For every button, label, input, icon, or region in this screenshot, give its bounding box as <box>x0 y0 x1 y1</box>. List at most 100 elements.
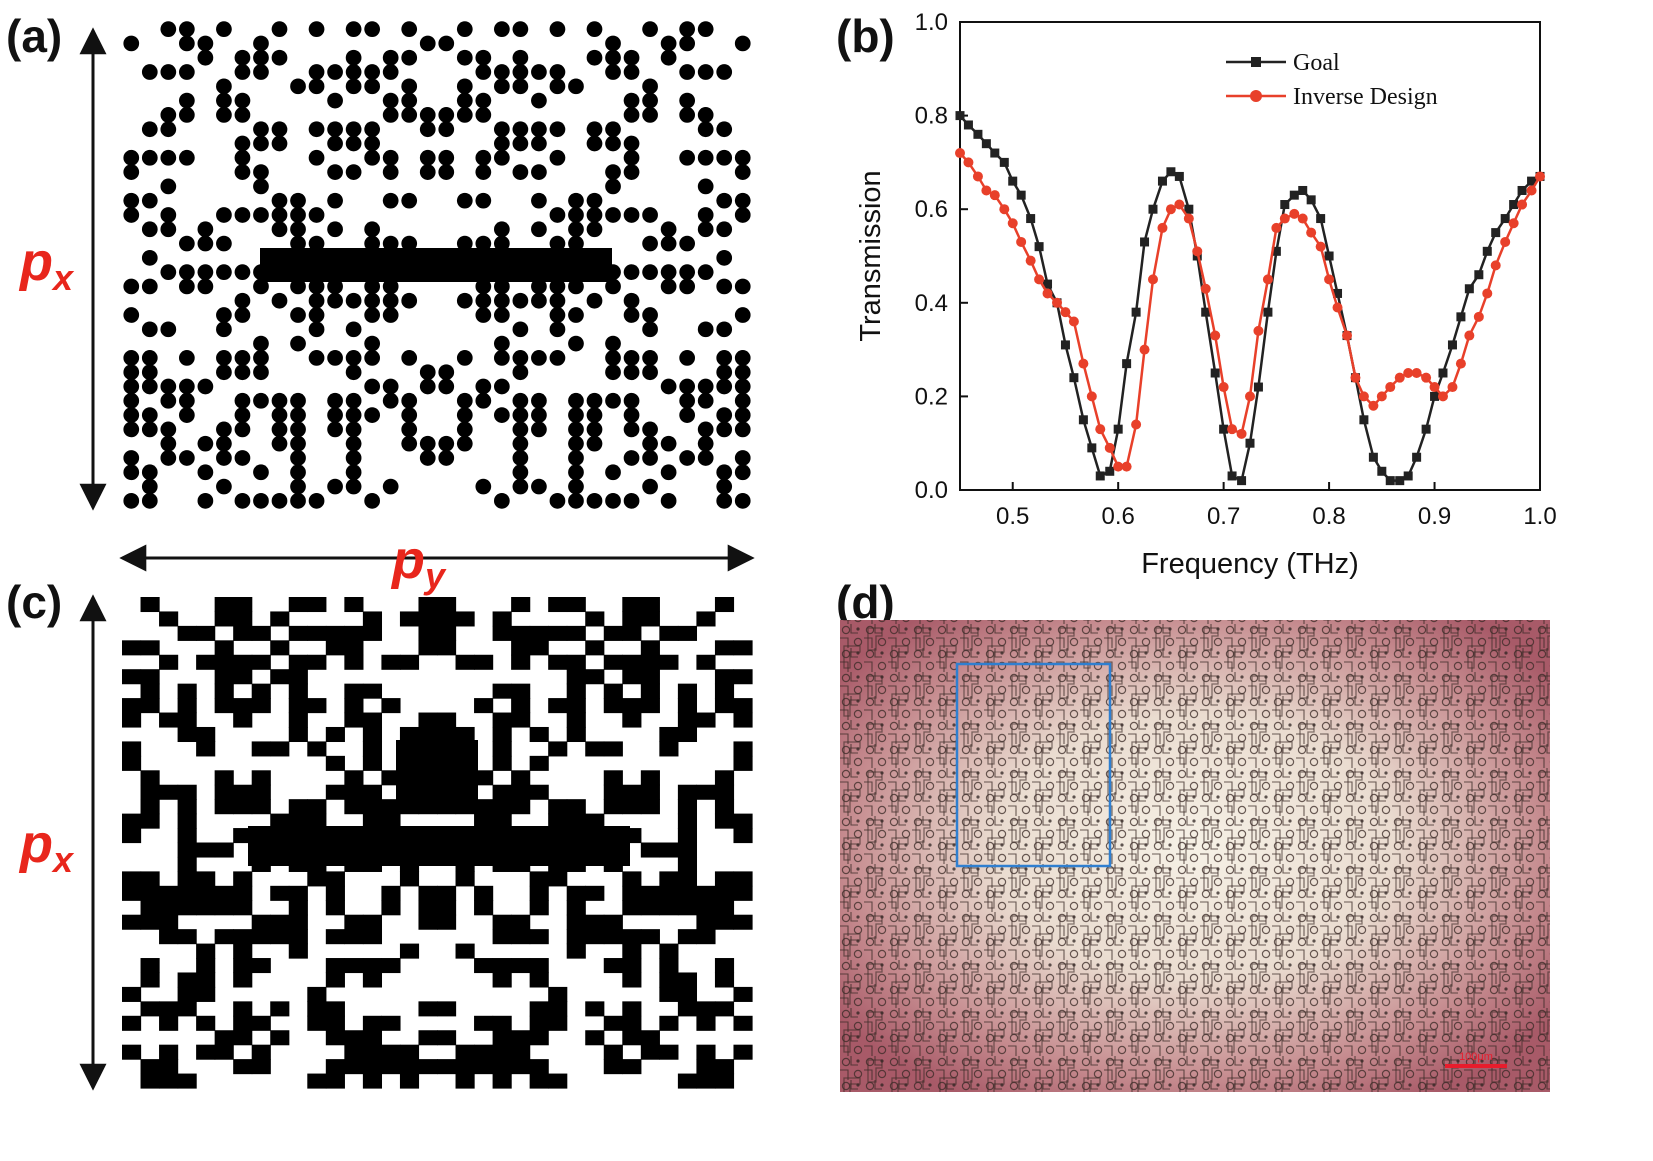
px-label-a: px <box>18 232 75 298</box>
data-point <box>1509 200 1519 210</box>
x-axis-title: Frequency (THz) <box>1141 548 1359 580</box>
data-point <box>1464 284 1474 294</box>
transmission-chart: 0.5 0.6 0.7 0.8 0.9 1.0 0.0 0.2 0.4 0.6 0.8 1.0 Goa… <box>855 9 1557 580</box>
data-point <box>1008 176 1018 186</box>
data-point <box>1140 237 1150 247</box>
data-point <box>1068 316 1079 327</box>
data-point <box>1113 424 1123 434</box>
data-point <box>1358 391 1369 402</box>
data-point <box>990 148 1000 158</box>
data-point <box>1359 415 1369 425</box>
data-point <box>1227 424 1238 435</box>
data-point <box>1385 476 1395 486</box>
data-point <box>1174 171 1184 181</box>
data-point <box>955 111 965 121</box>
y-tick-label: 1.0 <box>915 9 948 36</box>
x-tick-label: 1.0 <box>1523 503 1556 530</box>
data-point <box>1368 452 1378 462</box>
data-point <box>1184 204 1194 214</box>
data-point <box>1324 251 1334 261</box>
data-point <box>1016 236 1027 247</box>
data-point <box>1016 190 1026 200</box>
data-point <box>1060 340 1070 350</box>
unit-cell-highlight-box <box>955 662 1112 868</box>
data-point <box>1447 340 1457 350</box>
data-point <box>1279 213 1290 224</box>
data-point <box>1218 382 1229 393</box>
plot-frame <box>959 21 1541 491</box>
data-point <box>1121 461 1132 472</box>
data-point <box>1078 358 1089 369</box>
y-tick-label: 0.2 <box>915 383 948 410</box>
data-point <box>1456 312 1466 322</box>
data-point <box>1201 307 1211 317</box>
data-point <box>1105 466 1115 476</box>
data-point <box>1508 218 1519 229</box>
legend: Goal Inverse Design <box>1226 50 1438 110</box>
data-point <box>1104 442 1115 453</box>
data-point <box>1131 419 1142 430</box>
data-point <box>1289 190 1299 200</box>
data-point <box>1060 307 1071 318</box>
fabricated-sample-micrograph: 100μm <box>840 620 1550 1092</box>
data-point <box>1377 466 1387 476</box>
data-point <box>1438 368 1448 378</box>
x-tick-label: 0.7 <box>1207 503 1240 530</box>
data-point <box>1350 372 1361 383</box>
panel-a-unit-cell-dots <box>123 21 751 509</box>
data-point <box>1395 476 1405 486</box>
data-point <box>1078 415 1088 425</box>
data-point <box>1227 471 1237 481</box>
data-point <box>1236 428 1247 439</box>
data-point <box>1289 208 1300 219</box>
x-tick-label: 0.5 <box>996 503 1029 530</box>
data-point <box>1429 382 1440 393</box>
x-tick-label: 0.8 <box>1312 503 1345 530</box>
data-point <box>1026 214 1036 224</box>
series-goal <box>955 111 1545 486</box>
data-point <box>1376 391 1387 402</box>
data-point <box>1421 372 1432 383</box>
data-point <box>1245 391 1255 402</box>
y-tick-label: 0.0 <box>915 477 948 504</box>
data-point <box>1526 185 1537 196</box>
data-point <box>1086 391 1097 402</box>
data-point <box>1517 199 1528 210</box>
data-point <box>1139 344 1150 355</box>
data-point <box>1042 288 1053 299</box>
data-point <box>1263 307 1273 317</box>
data-point <box>1219 424 1229 434</box>
data-point <box>1306 227 1317 238</box>
data-point <box>1122 359 1132 369</box>
data-point <box>1535 171 1545 182</box>
data-point <box>1500 214 1510 224</box>
data-point <box>973 129 983 139</box>
data-point <box>963 120 973 130</box>
data-point <box>1043 279 1053 289</box>
data-point <box>1474 270 1484 280</box>
data-point <box>1262 274 1273 285</box>
legend-entry: Inverse Design <box>1293 84 1438 110</box>
data-point <box>1385 382 1396 393</box>
data-point <box>1394 372 1405 383</box>
data-point <box>1324 274 1335 285</box>
data-point <box>1095 424 1106 435</box>
data-point <box>999 157 1009 167</box>
data-point <box>1131 307 1141 317</box>
series-line <box>959 152 1542 468</box>
panel-c-unit-cell-pixels <box>122 597 753 1089</box>
data-point <box>1412 452 1422 462</box>
data-point <box>963 157 974 168</box>
data-point <box>1245 438 1255 448</box>
legend-entry: Goal <box>1293 50 1340 76</box>
data-point <box>972 171 983 182</box>
x-tick-label: 0.6 <box>1101 503 1134 530</box>
data-point <box>955 148 965 159</box>
data-point <box>1237 476 1247 486</box>
data-point <box>981 185 992 196</box>
data-point <box>1166 167 1176 177</box>
data-point <box>1157 222 1168 233</box>
data-point <box>1280 200 1290 210</box>
data-point <box>1165 204 1176 215</box>
data-point <box>1316 214 1326 224</box>
